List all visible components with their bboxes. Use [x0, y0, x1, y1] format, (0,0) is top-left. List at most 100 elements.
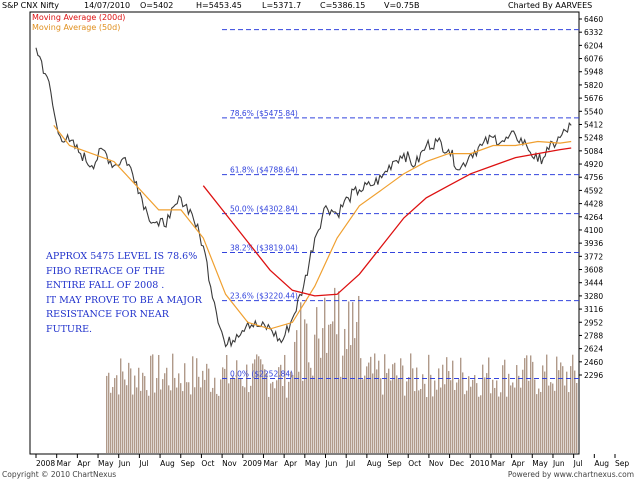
fib-label: 0.0% ($2252.84) [230, 369, 293, 378]
volume-bar [236, 360, 238, 453]
volume-bar [490, 393, 492, 453]
volume-bar [296, 330, 298, 453]
x-tick-label: Apr [512, 459, 526, 468]
volume-bar [508, 373, 510, 453]
volume-bar [142, 372, 144, 453]
volume-bar [124, 379, 126, 453]
volume-bar [504, 359, 506, 453]
volume-bar [284, 354, 286, 453]
y-tick-label: 5676 [584, 94, 603, 103]
volume-bars [106, 287, 578, 453]
x-tick-label: Sep [181, 459, 195, 468]
volume-bar [126, 385, 128, 453]
volume-bar [380, 378, 382, 453]
y-tick-label: 5948 [584, 68, 603, 77]
volume-bar [372, 373, 374, 453]
volume-bar [276, 380, 278, 453]
volume-bar [480, 395, 482, 453]
price-lines [35, 47, 572, 348]
volume-bar [418, 390, 420, 453]
volume-bar [524, 358, 526, 453]
volume-bar [412, 368, 414, 453]
x-tick-label: Apr [284, 459, 298, 468]
volume-bar [416, 367, 418, 453]
y-tick-label: 3280 [584, 292, 603, 301]
price-series-line [35, 47, 572, 348]
volume-bar [304, 319, 306, 453]
y-tick-label: 4264 [584, 213, 603, 222]
volume-bar [272, 381, 274, 453]
volume-bar [184, 363, 186, 453]
x-tick-label: Jul [345, 459, 355, 468]
annotation-line: RESISTANCE FOR NEAR [46, 309, 169, 320]
x-tick-label: Aug [367, 459, 382, 468]
volume-bar [120, 358, 122, 453]
volume-bar [572, 354, 574, 453]
volume-bar [374, 353, 376, 453]
volume-bar [364, 375, 366, 453]
volume-bar [106, 375, 108, 453]
volume-bar [244, 387, 246, 453]
volume-bar [446, 357, 448, 453]
volume-bar [154, 392, 156, 453]
volume-bar [522, 369, 524, 453]
volume-bar [176, 387, 178, 453]
volume-bar [492, 379, 494, 453]
volume-bar [382, 394, 384, 453]
volume-bar [220, 379, 222, 453]
x-tick-label: Oct [408, 459, 421, 468]
volume-bar [428, 354, 430, 453]
volume-bar [274, 388, 276, 453]
x-tick-label: Oct [201, 459, 214, 468]
volume-bar [200, 387, 202, 453]
y-tick-label: 3444 [584, 279, 603, 288]
volume-bar [358, 295, 360, 453]
x-tick-label: May [98, 459, 114, 468]
volume-bar [542, 365, 544, 453]
y-tick-label: 3772 [584, 252, 603, 261]
y-tick-label: 5412 [584, 120, 603, 129]
volume-bar [394, 362, 396, 453]
volume-bar [118, 394, 120, 453]
volume-bar [262, 364, 264, 453]
volume-bar [196, 358, 198, 453]
volume-bar [466, 390, 468, 453]
x-tick-label: Jul [573, 459, 583, 468]
volume-bar [532, 361, 534, 453]
volume-bar [420, 388, 422, 453]
y-tick-label: 5540 [584, 107, 603, 116]
ma50-series-line [53, 125, 572, 330]
volume-bar [172, 353, 174, 453]
volume-bar [570, 366, 572, 453]
y-axis: 6460 6332 6204 6076 5948 5820 5676 5540 5412 5248… [579, 15, 603, 380]
volume-bar [386, 373, 388, 453]
volume-bar [402, 365, 404, 453]
volume-bar [240, 378, 242, 453]
volume-bar [476, 383, 478, 453]
ma200-series-line [202, 147, 572, 297]
x-tick-label: 2009 [243, 459, 262, 468]
volume-bar [182, 391, 184, 453]
volume-bar [344, 328, 346, 453]
volume-bar [472, 379, 474, 453]
high-value: H=5453.45 [196, 1, 242, 10]
x-tick-label: Aug [160, 459, 175, 468]
fib-label: 61.8% ($4788.64) [230, 166, 298, 175]
volume-bar [246, 364, 248, 453]
volume-bar [486, 373, 488, 453]
volume-bar [310, 367, 312, 453]
volume-bar [388, 368, 390, 453]
y-tick-label: 4100 [584, 226, 603, 235]
volume-bar [518, 375, 520, 453]
volume-bar [132, 394, 134, 453]
volume-bar [360, 358, 362, 453]
volume-bar [308, 362, 310, 453]
volume-bar [232, 375, 234, 453]
volume-bar [226, 355, 228, 453]
y-tick-label: 2296 [584, 371, 603, 380]
x-tick-label: Jul [138, 459, 148, 468]
y-tick-label: 2952 [584, 318, 603, 327]
volume-bar [278, 367, 280, 453]
volume-bar [474, 375, 476, 453]
volume-bar [338, 291, 340, 453]
